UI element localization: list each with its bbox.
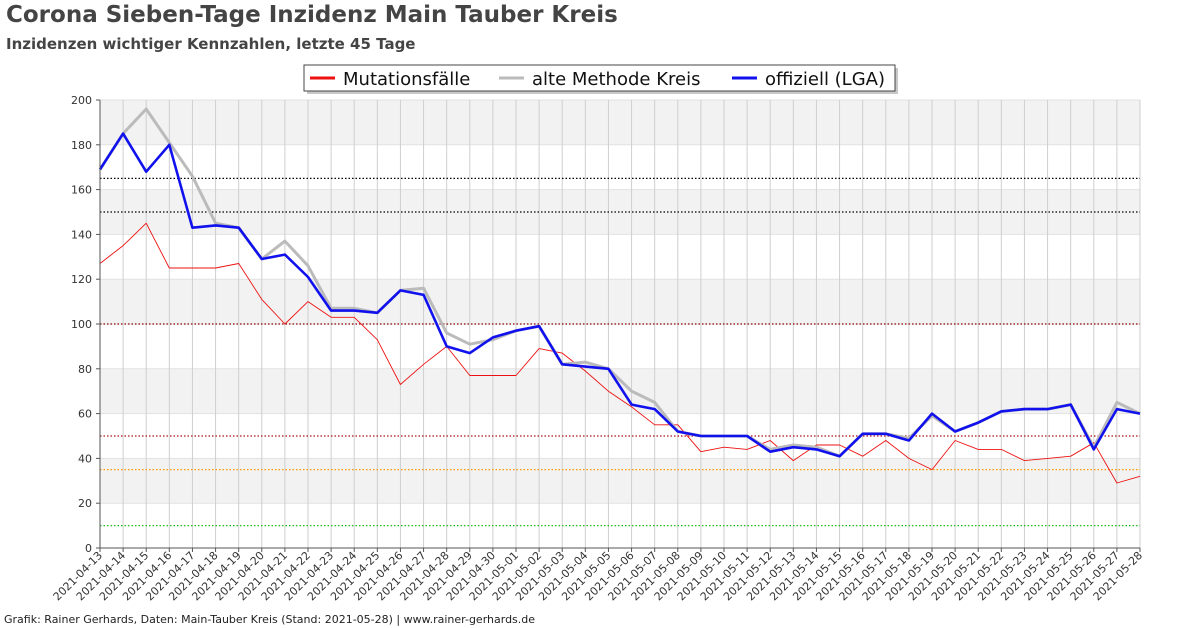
background-band xyxy=(100,458,1140,504)
y-tick-label: 60 xyxy=(78,408,92,421)
y-tick-label: 180 xyxy=(71,139,92,152)
y-tick-label: 120 xyxy=(71,273,92,286)
y-axis-ticks: 0 20 40 60 80 100 120 140 160 180 200 xyxy=(71,94,100,555)
background-band xyxy=(100,279,1140,324)
line-chart: 0 20 40 60 80 100 120 140 160 180 200 2021-04-1320… xyxy=(51,64,1145,603)
background-band xyxy=(100,368,1140,414)
chart-title: Corona Sieben-Tage Inzidenz Main Tauber … xyxy=(6,2,618,28)
legend-label: offiziell (LGA) xyxy=(765,69,885,90)
legend-box xyxy=(303,64,896,92)
y-tick-label: 100 xyxy=(71,318,92,331)
y-tick-label: 80 xyxy=(78,363,92,376)
legend-label: Mutationsfälle xyxy=(343,69,470,90)
y-tick-label: 40 xyxy=(78,452,92,465)
y-tick-label: 160 xyxy=(71,184,92,197)
series-line xyxy=(98,132,1141,458)
series-line xyxy=(99,222,1141,484)
background-band xyxy=(100,100,1140,145)
x-axis-ticks: 2021-04-132021-04-142021-04-152021-04-16… xyxy=(51,548,1145,603)
legend: Mutationsfälle alte Methode Kreis offiziel… xyxy=(303,64,898,94)
chart-subtitle: Inzidenzen wichtiger Kennzahlen, letzte … xyxy=(6,35,416,53)
background-band xyxy=(100,189,1140,235)
y-tick-label: 200 xyxy=(71,94,92,107)
footer-credit: Grafik: Rainer Gerhards, Daten: Main-Tau… xyxy=(4,613,536,626)
legend-label: alte Methode Kreis xyxy=(532,69,700,90)
y-tick-label: 0 xyxy=(85,542,92,555)
y-tick-label: 140 xyxy=(71,228,92,241)
y-tick-label: 20 xyxy=(78,497,92,510)
data-series xyxy=(98,107,1141,484)
